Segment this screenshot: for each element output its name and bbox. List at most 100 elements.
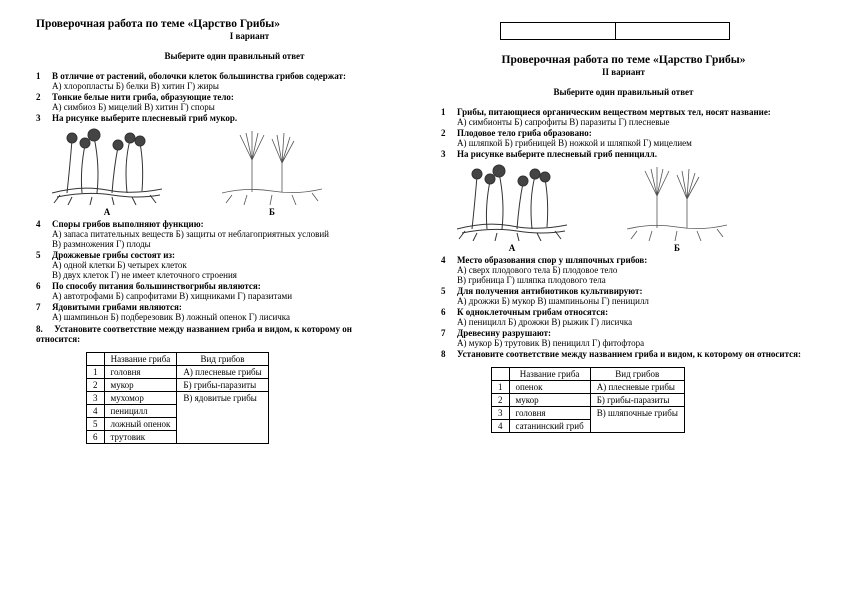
table-cell: мухомор bbox=[104, 392, 177, 405]
q-text: В отличие от растений, оболочки клеток б… bbox=[52, 71, 393, 81]
q-num: 3 bbox=[441, 149, 457, 159]
figure-b: Б bbox=[222, 125, 322, 217]
question-7: 7 Ядовитыми грибами являются: А) шампинь… bbox=[36, 302, 393, 322]
table-cell: Б) грибы-паразиты bbox=[590, 394, 684, 407]
q-options: А) хлоропласты Б) белки В) хитин Г) жиры bbox=[52, 81, 393, 91]
th-kind: Вид грибов bbox=[590, 368, 684, 381]
variant-1-column: Проверочная работа по теме «Царство Гриб… bbox=[0, 0, 421, 595]
q-num: 7 bbox=[441, 328, 457, 348]
question-6r: 6 К одноклеточным грибам относятся: А) п… bbox=[441, 307, 806, 327]
q-text: Древесину разрушают: bbox=[457, 328, 806, 338]
q-num: 2 bbox=[36, 92, 52, 112]
figures-left: А Б bbox=[52, 125, 393, 217]
mukor-icon bbox=[52, 125, 162, 205]
table-cell: трутовик bbox=[104, 431, 177, 444]
q-num: 8. bbox=[36, 324, 52, 334]
question-7r: 7 Древесину разрушают: А) мукор Б) труто… bbox=[441, 328, 806, 348]
q-num: 2 bbox=[441, 128, 457, 148]
table-cell: 6 bbox=[87, 431, 105, 444]
question-5r: 5 Для получения антибиотиков культивирую… bbox=[441, 286, 806, 306]
q-text: Грибы, питающиеся органическим веществом… bbox=[457, 107, 806, 117]
q-options: А) симбионты Б) сапрофиты В) паразиты Г)… bbox=[457, 117, 806, 127]
table-cell: 4 bbox=[492, 420, 510, 433]
q-text: Ядовитыми грибами являются: bbox=[52, 302, 393, 312]
q-options: А) запаса питательных веществ Б) защиты … bbox=[52, 229, 393, 249]
q-num: 1 bbox=[441, 107, 457, 127]
variant-left: I вариант bbox=[106, 31, 393, 41]
q-options: А) шляпкой Б) грибницей В) ножкой и шляп… bbox=[457, 138, 806, 148]
q-num: 4 bbox=[36, 219, 52, 249]
table-cell: 5 bbox=[87, 418, 105, 431]
th-name: Название гриба bbox=[509, 368, 590, 381]
table-cell: мукор bbox=[509, 394, 590, 407]
q-text: Установите соответствие между названием … bbox=[457, 349, 806, 359]
q-options: А) автотрофами Б) сапрофитами В) хищника… bbox=[52, 291, 393, 301]
question-6: 6 По способу питания большинствогрибы яв… bbox=[36, 281, 393, 301]
question-2r: 2 Плодовое тело гриба образовано: А) шля… bbox=[441, 128, 806, 148]
figure-label-a: А bbox=[52, 207, 162, 217]
q-text: К одноклеточным грибам относятся: bbox=[457, 307, 806, 317]
q-text: Дрожжевые грибы состоят из: bbox=[52, 250, 393, 260]
q-text: На рисунке выберите плесневый гриб мукор… bbox=[52, 113, 393, 123]
instruction-left: Выберите один правильный ответ bbox=[76, 51, 393, 61]
q-options: А) пеницилл Б) дрожжи В) рыжик Г) лисичк… bbox=[457, 317, 806, 327]
q-text: Споры грибов выполняют функцию: bbox=[52, 219, 393, 229]
q-num: 1 bbox=[36, 71, 52, 91]
q-num: 4 bbox=[441, 255, 457, 285]
q-text: Для получения антибиотиков культивируют: bbox=[457, 286, 806, 296]
table-cell: мукор bbox=[104, 379, 177, 392]
table-cell: 3 bbox=[87, 392, 105, 405]
table-cell: А) плесневые грибы bbox=[590, 381, 684, 394]
figure-a-r: А bbox=[457, 161, 567, 253]
penicill-icon bbox=[222, 125, 322, 205]
question-2: 2 Тонкие белые нити гриба, образующие те… bbox=[36, 92, 393, 112]
match-table-left: Название грибаВид грибов 1головняА) плес… bbox=[86, 352, 269, 444]
question-3r: 3 На рисунке выберите плесневый гриб пен… bbox=[441, 149, 806, 159]
question-4r: 4 Место образования спор у шляпочных гри… bbox=[441, 255, 806, 285]
q-text: На рисунке выберите плесневый гриб пениц… bbox=[457, 149, 806, 159]
variant-right: II вариант bbox=[441, 67, 806, 77]
q-num: 5 bbox=[36, 250, 52, 280]
q-options: А) шампиньон Б) подберезовик В) ложный о… bbox=[52, 312, 393, 322]
table-cell: 1 bbox=[492, 381, 510, 394]
instruction-right: Выберите один правильный ответ bbox=[441, 87, 806, 97]
match-table-right: Название грибаВид грибов 1опенокА) плесн… bbox=[491, 367, 685, 433]
answer-box bbox=[500, 22, 730, 40]
q-num: 6 bbox=[441, 307, 457, 327]
table-cell: 3 bbox=[492, 407, 510, 420]
question-1r: 1 Грибы, питающиеся органическим веществ… bbox=[441, 107, 806, 127]
question-5: 5 Дрожжевые грибы состоят из: А) одной к… bbox=[36, 250, 393, 280]
figures-right: А Б bbox=[457, 161, 806, 253]
question-8r: 8 Установите соответствие между название… bbox=[441, 349, 806, 359]
question-3: 3 На рисунке выберите плесневый гриб мук… bbox=[36, 113, 393, 123]
q-text: Установите соответствие между названием … bbox=[36, 324, 352, 344]
table-cell: 1 bbox=[87, 366, 105, 379]
q-options: А) дрожжи Б) мукор В) шампиньоны Г) пени… bbox=[457, 296, 806, 306]
figure-a: А bbox=[52, 125, 162, 217]
table-cell: опенок bbox=[509, 381, 590, 394]
q-num: 7 bbox=[36, 302, 52, 322]
table-cell: пеницилл bbox=[104, 405, 177, 418]
question-4: 4 Споры грибов выполняют функцию: А) зап… bbox=[36, 219, 393, 249]
q-options: А) сверх плодового тела Б) плодовое тело… bbox=[457, 265, 806, 285]
title-right: Проверочная работа по теме «Царство Гриб… bbox=[441, 54, 806, 66]
th-kind: Вид грибов bbox=[177, 353, 268, 366]
table-cell: А) плесневые грибы bbox=[177, 366, 268, 379]
variant-2-column: Проверочная работа по теме «Царство Гриб… bbox=[421, 0, 842, 595]
table-cell: 2 bbox=[87, 379, 105, 392]
q-num: 3 bbox=[36, 113, 52, 123]
q-options: А) одной клетки Б) четырех клеток В) дву… bbox=[52, 260, 393, 280]
question-8: 8. Установите соответствие между названи… bbox=[36, 324, 393, 344]
q-text: Тонкие белые нити гриба, образующие тело… bbox=[52, 92, 393, 102]
q-num: 8 bbox=[441, 349, 457, 359]
q-options: А) мукор Б) трутовик В) пеницилл Г) фито… bbox=[457, 338, 806, 348]
penicill-icon bbox=[627, 161, 727, 241]
q-num: 6 bbox=[36, 281, 52, 301]
q-options: А) симбиоз Б) мицелий В) хитин Г) споры bbox=[52, 102, 393, 112]
table-cell: Б) грибы-паразиты bbox=[177, 379, 268, 392]
mukor-icon bbox=[457, 161, 567, 241]
th-name: Название гриба bbox=[104, 353, 177, 366]
table-cell: 4 bbox=[87, 405, 105, 418]
table-cell: головня bbox=[104, 366, 177, 379]
figure-b-r: Б bbox=[627, 161, 727, 253]
